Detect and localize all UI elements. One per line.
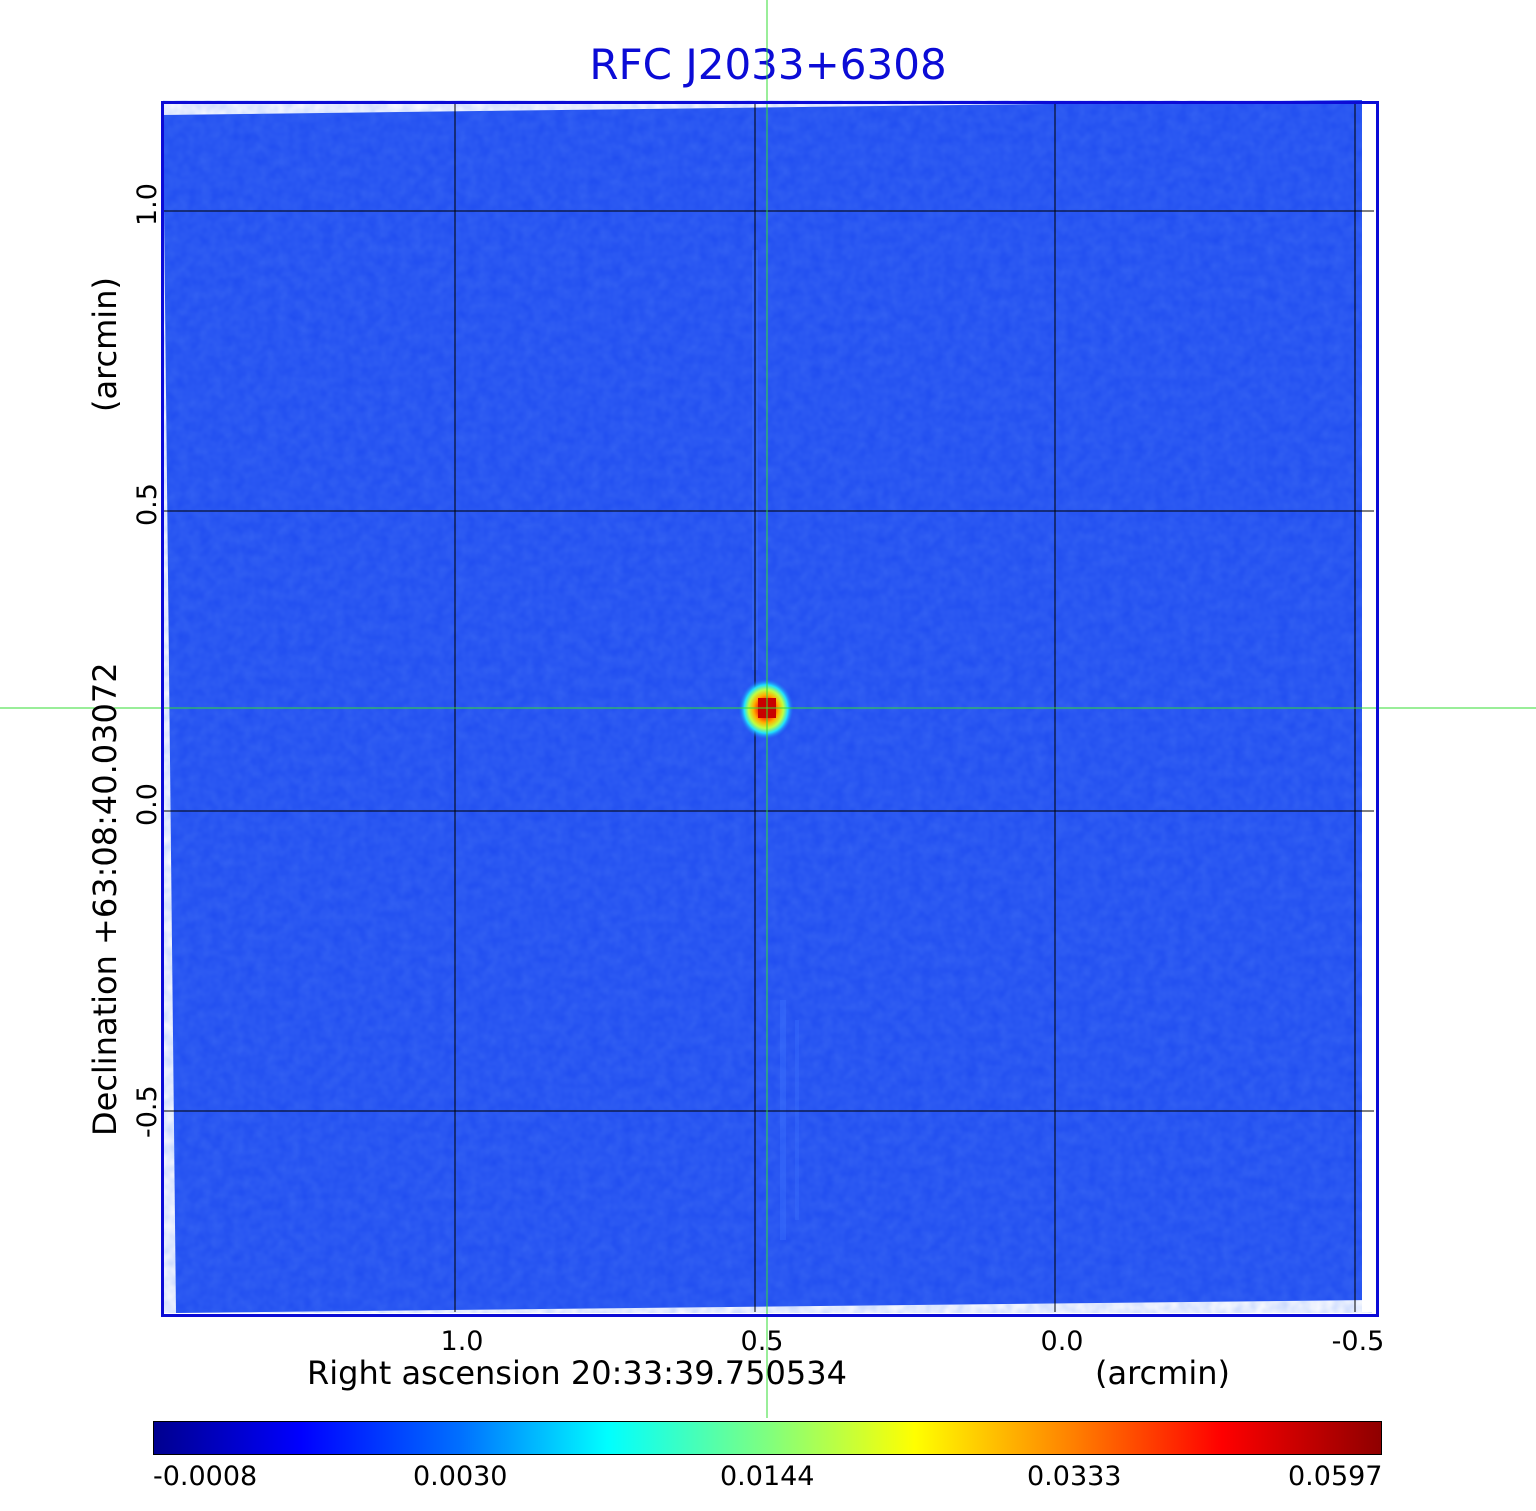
colorbar-tick-label: 0.0597 <box>1288 1461 1383 1492</box>
colorbar-tick-label: 0.0333 <box>1027 1461 1122 1492</box>
y-axis-label: Declination +63:08:40.03072 <box>86 662 124 1136</box>
colorbar <box>153 1421 1382 1455</box>
colorbar-tick-label: 0.0144 <box>720 1461 815 1492</box>
figure-title: RFC J2033+6308 <box>589 40 947 89</box>
x-axis-unit: (arcmin) <box>1095 1354 1230 1392</box>
x-axis-label: Right ascension 20:33:39.750534 <box>307 1354 847 1392</box>
x-tick-label: -0.5 <box>1331 1326 1385 1357</box>
y-tick-label: 1.0 <box>132 183 163 226</box>
crosshair <box>0 0 1536 1418</box>
x-tick-label: 0.0 <box>1040 1326 1084 1357</box>
x-tick-label: 1.0 <box>440 1326 484 1357</box>
y-tick-label: -0.5 <box>132 1085 163 1138</box>
x-tick-label: 0.5 <box>740 1326 784 1357</box>
colorbar-tick-label: -0.0008 <box>153 1461 258 1492</box>
plot-frame <box>161 101 1379 1317</box>
y-tick-label: 0.5 <box>132 483 163 526</box>
y-axis-unit: (arcmin) <box>86 277 124 412</box>
y-tick-label: 0.0 <box>132 783 163 826</box>
colorbar-tick-label: 0.0030 <box>413 1461 508 1492</box>
